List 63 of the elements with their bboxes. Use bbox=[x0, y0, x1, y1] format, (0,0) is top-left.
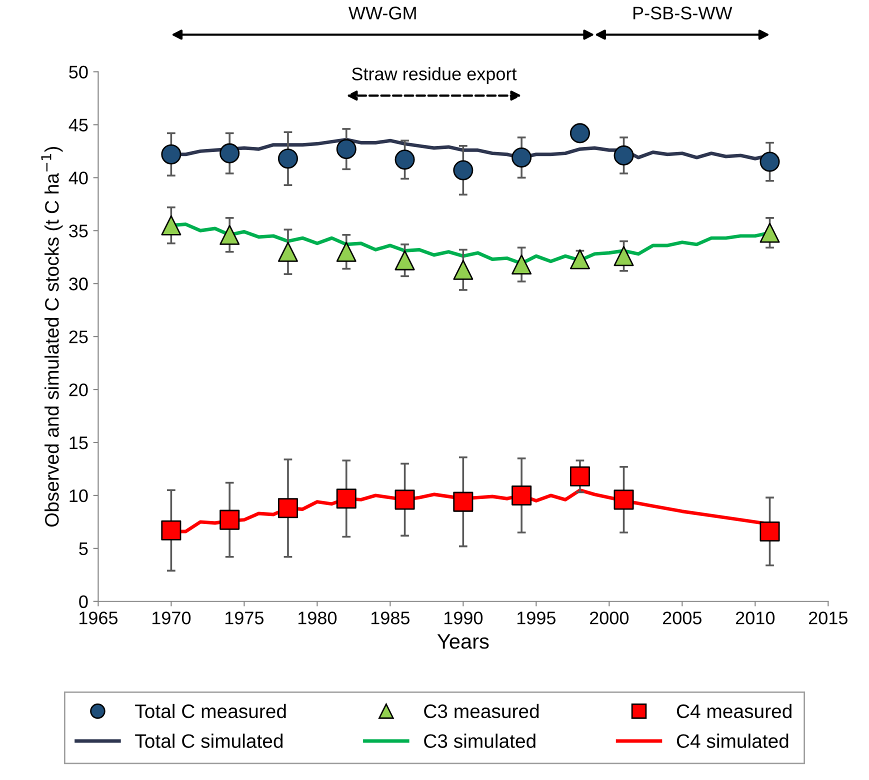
point bbox=[453, 160, 474, 180]
x-tick-label: 1975 bbox=[225, 612, 264, 624]
x-tick-label: 1985 bbox=[371, 612, 410, 624]
point bbox=[570, 123, 590, 144]
y-tick-label: 0 bbox=[79, 595, 88, 608]
x-tick-label: 1970 bbox=[152, 612, 191, 624]
point bbox=[570, 466, 590, 486]
point bbox=[512, 148, 532, 168]
x-tick-label: 1980 bbox=[298, 612, 337, 624]
x-tick-label: 2000 bbox=[590, 612, 629, 624]
point bbox=[278, 242, 298, 262]
y-tick-label: 35 bbox=[69, 224, 88, 238]
point bbox=[336, 139, 356, 160]
point bbox=[394, 250, 415, 270]
y-tick-label: 10 bbox=[70, 489, 88, 502]
x-tick-label: 1995 bbox=[517, 612, 556, 624]
point bbox=[161, 144, 182, 164]
point bbox=[760, 521, 780, 542]
point bbox=[161, 520, 182, 540]
point bbox=[220, 224, 240, 245]
annotation: Straw residue export bbox=[352, 67, 517, 84]
point bbox=[760, 152, 780, 172]
point bbox=[614, 246, 634, 266]
point bbox=[512, 254, 532, 275]
x-tick-label: 2005 bbox=[662, 612, 702, 624]
point bbox=[336, 242, 356, 262]
x-tick-label: 1990 bbox=[444, 612, 483, 624]
x-tick-label: 2010 bbox=[736, 612, 775, 624]
point bbox=[220, 510, 240, 530]
legend-label: Total C simulated bbox=[135, 734, 283, 748]
point bbox=[453, 492, 474, 512]
point bbox=[570, 249, 590, 270]
y-tick-label: 5 bbox=[79, 542, 88, 556]
legend-label: C4 simulated bbox=[676, 734, 788, 748]
y-tick-label: 40 bbox=[68, 172, 88, 184]
point bbox=[278, 148, 298, 169]
x-tick-label: 2015 bbox=[808, 612, 848, 624]
point bbox=[453, 260, 474, 280]
legend-label: C3 measured bbox=[424, 704, 539, 718]
point bbox=[614, 145, 634, 166]
point bbox=[512, 485, 532, 506]
text: P-SB-S-WW bbox=[634, 6, 732, 20]
x-axis-title: Years bbox=[437, 634, 489, 649]
y-tick-label: 30 bbox=[69, 278, 88, 290]
y-tick-label: 20 bbox=[69, 383, 88, 396]
y-tick-label: 25 bbox=[69, 330, 88, 344]
legend-label: C3 simulated bbox=[424, 734, 536, 748]
point bbox=[394, 150, 415, 170]
point bbox=[161, 215, 182, 236]
point bbox=[220, 143, 240, 164]
point bbox=[336, 488, 356, 509]
y-tick-label: 45 bbox=[68, 118, 88, 132]
point bbox=[614, 490, 634, 510]
y-tick-label: 50 bbox=[69, 66, 88, 78]
y-axis-title: Observed and simulated C stocks (t C ha$^{−1}$) bbox=[41, 146, 63, 527]
text: WW-GM bbox=[348, 6, 416, 20]
legend-label: C4 measured bbox=[676, 704, 792, 718]
point bbox=[760, 222, 780, 243]
legend-label: Total C measured bbox=[135, 704, 286, 718]
point bbox=[278, 498, 298, 518]
x-tick-label: 1965 bbox=[79, 612, 118, 624]
y-tick-label: 15 bbox=[70, 436, 88, 450]
point bbox=[394, 490, 415, 510]
